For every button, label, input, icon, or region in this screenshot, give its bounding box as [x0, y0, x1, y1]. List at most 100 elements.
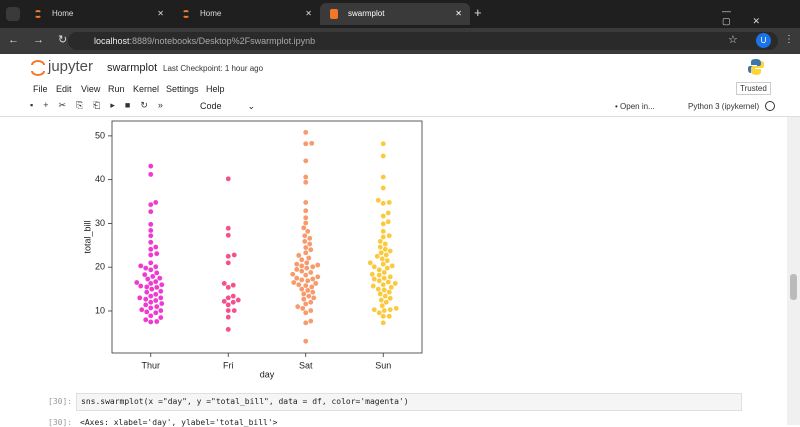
menu-item[interactable]: File [33, 84, 48, 94]
swarm-point [385, 279, 392, 285]
swarm-point [379, 302, 386, 309]
swarm-point [380, 140, 387, 147]
swarm-point [147, 221, 154, 228]
swarm-point [289, 271, 296, 278]
tab[interactable]: Home ✕ [172, 3, 320, 25]
toolbar-buttons[interactable]: ▪+✂⎘⎗▸■↻» [30, 100, 173, 110]
swarm-point [152, 244, 159, 250]
tab-menu[interactable] [6, 7, 20, 21]
tab[interactable]: Home ✕ [24, 3, 172, 25]
swarm-point [298, 263, 305, 269]
y-tick-label: 30 [95, 218, 105, 228]
swarm-point [302, 338, 309, 344]
out-prompt: [30]: [48, 418, 73, 427]
swarm-point [302, 301, 309, 307]
swarm-point [221, 298, 228, 305]
swarm-point [231, 307, 238, 314]
swarm-point [295, 252, 302, 259]
swarm-point [375, 286, 382, 292]
swarm-point [302, 214, 309, 221]
swarm-point [385, 218, 392, 225]
menu-item[interactable]: Kernel [133, 84, 160, 94]
scroll-thumb[interactable] [790, 274, 797, 300]
menu-item[interactable]: Run [108, 84, 125, 94]
swarm-point [376, 309, 383, 316]
menu-item[interactable]: Settings [166, 84, 199, 94]
url-host: localhost [94, 36, 130, 46]
menu-item[interactable]: Help [206, 84, 225, 94]
swarm-point [299, 305, 306, 312]
notebook-name[interactable]: swarmplot [107, 62, 158, 74]
y-tick-label: 10 [95, 305, 105, 315]
open-in[interactable]: • Open in... [615, 102, 655, 111]
swarm-point [225, 225, 232, 232]
jupyter-logo[interactable]: jupyter [48, 58, 94, 75]
y-tick-label: 50 [95, 130, 105, 140]
swarm-point [380, 200, 387, 207]
swarm-point [230, 293, 237, 299]
swarm-point [377, 291, 384, 297]
swarm-point [302, 140, 309, 147]
swarm-point [298, 277, 305, 283]
window-controls[interactable]: —▢✕ [722, 6, 783, 26]
swarm-point [147, 299, 154, 306]
scrollbar[interactable] [787, 117, 800, 425]
swarm-point [137, 263, 144, 269]
swarm-point [302, 179, 309, 186]
swarm-point [392, 280, 399, 287]
swarm-point [389, 263, 396, 269]
cell-type[interactable]: Code ⌄ [200, 101, 256, 111]
kernel-status [765, 101, 775, 111]
browser-menu[interactable]: ⋮ [784, 34, 794, 45]
y-tick-label: 40 [95, 174, 105, 184]
swarm-point [371, 263, 378, 270]
bookmark[interactable]: ☆ [728, 34, 738, 46]
swarm-point [143, 309, 150, 315]
swarm-point [225, 284, 232, 291]
swarm-point [153, 250, 160, 257]
swarm-point [302, 319, 309, 326]
new-tab[interactable]: + [474, 5, 482, 20]
tab[interactable]: swarmplot ✕ [320, 3, 470, 25]
swarm-point [152, 291, 159, 298]
swarm-point [302, 199, 309, 206]
swarm-point [302, 272, 309, 278]
swarm-point [157, 295, 164, 301]
trusted[interactable]: Trusted [736, 82, 771, 95]
menu-item[interactable]: Edit [56, 84, 72, 94]
cell-output: <Axes: xlabel='day', ylabel='total_bill'… [80, 418, 278, 427]
swarm-point [376, 277, 383, 284]
swarm-point [148, 286, 155, 292]
swarm-point [143, 289, 150, 295]
code-cell[interactable]: sns.swarmplot(x ="day", y ="total_bill",… [76, 393, 742, 411]
swarm-point [380, 281, 387, 288]
swarm-point [384, 265, 391, 271]
url-field[interactable]: localhost:8889/notebooks/Desktop%2Fswarm… [68, 32, 778, 50]
swarm-point [153, 303, 160, 310]
swarm-point [393, 305, 400, 312]
swarm-point [156, 275, 163, 281]
swarm-point [225, 253, 232, 260]
nav-buttons[interactable]: ←→↻ [8, 34, 82, 46]
swarm-point [380, 174, 387, 180]
swarm-point [136, 295, 143, 301]
swarm-point [386, 232, 393, 239]
swarm-point [157, 307, 164, 314]
cell-type-label: Code [200, 101, 222, 111]
swarm-point [304, 287, 311, 294]
swarm-point [225, 260, 232, 266]
swarm-point [305, 255, 312, 261]
kernel[interactable]: Python 3 (ipykernel) [688, 102, 760, 111]
swarm-point [149, 273, 156, 280]
swarm-point [147, 171, 154, 178]
swarm-point [374, 253, 381, 260]
swarm-point [225, 175, 232, 182]
profile[interactable]: U [756, 33, 771, 48]
swarm-point [304, 228, 311, 235]
tab-title: swarmplot [348, 9, 385, 18]
swarm-point [301, 238, 308, 245]
menu-item[interactable]: View [81, 84, 101, 94]
swarm-point [158, 300, 165, 307]
swarm-point [235, 297, 242, 303]
